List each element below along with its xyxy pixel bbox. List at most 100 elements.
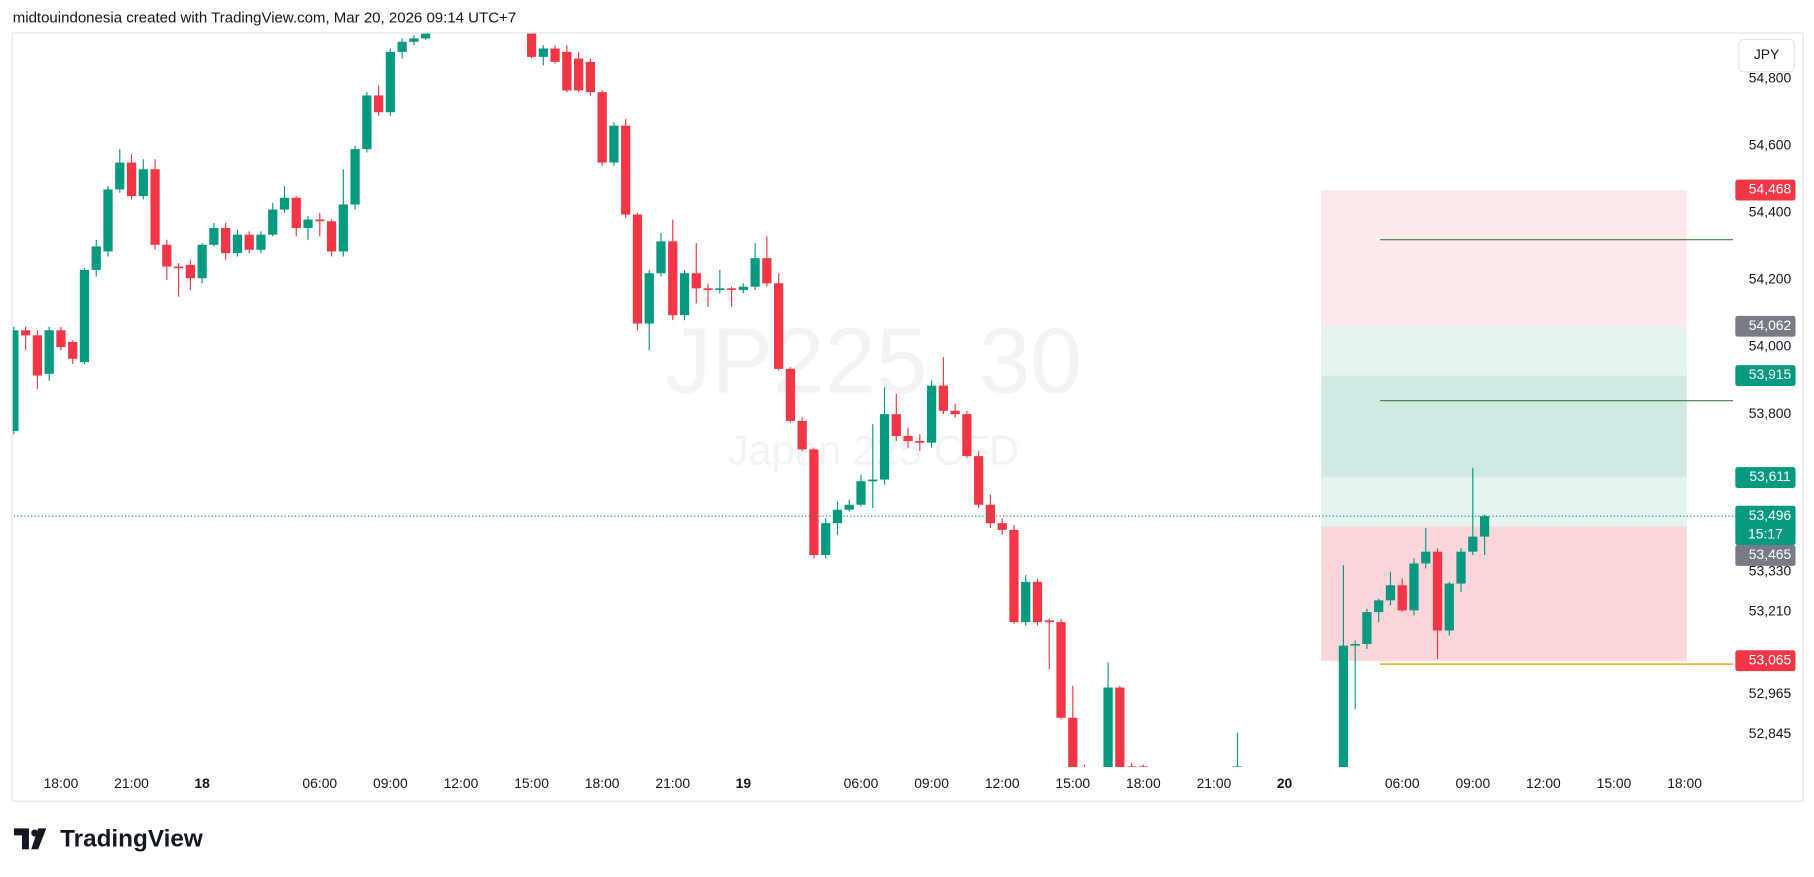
x-tick-label: 18:00: [44, 775, 79, 791]
price-label-box: [1735, 365, 1796, 386]
candle-body: [1103, 687, 1113, 768]
candle-body: [856, 481, 866, 505]
watermark: JP225, 30 Japan 225 CFD: [665, 308, 1082, 473]
zone: [1321, 477, 1687, 527]
candle-body: [103, 189, 113, 252]
logo-text: TradingView: [60, 825, 203, 852]
candle-body: [1468, 536, 1478, 552]
price-label: 53,465: [1749, 546, 1792, 562]
candle-body: [738, 286, 748, 291]
candle-body: [162, 244, 172, 267]
candle-body: [809, 449, 819, 556]
candle-body: [1080, 768, 1089, 770]
x-tick-label: 20: [1277, 775, 1293, 791]
candle-body: [21, 330, 31, 336]
candle-body: [232, 234, 243, 254]
candle-body: [244, 234, 254, 250]
candle-body: [938, 385, 948, 411]
candle-body: [1044, 620, 1054, 623]
candle-body: [703, 288, 713, 291]
candle-body: [550, 48, 560, 62]
candle-body: [609, 125, 619, 163]
price-label: 54,062: [1749, 317, 1792, 333]
candle-body: [691, 273, 701, 289]
x-tick-label: 21:00: [1197, 775, 1232, 791]
candle-body: [1409, 563, 1419, 611]
zone: [1321, 526, 1687, 661]
candle-body: [915, 440, 925, 443]
candle-body: [221, 227, 231, 254]
candle-body: [1056, 622, 1066, 718]
price-label: 53,915: [1749, 366, 1792, 382]
candle-body: [774, 283, 784, 369]
candle-body: [562, 51, 572, 91]
price-label-box: [1735, 650, 1796, 672]
y-tick-label: 54,600: [1749, 136, 1792, 152]
x-tick-label: 12:00: [444, 775, 479, 791]
candle-body: [91, 246, 101, 270]
candle-body: [679, 273, 690, 316]
zone: [1321, 375, 1687, 478]
chart-frame: [11, 32, 1804, 802]
x-tick-label: 06:00: [1385, 775, 1420, 791]
price-label-box: [1735, 467, 1796, 488]
x-tick-label: 18:00: [1667, 775, 1702, 791]
y-tick-label: 52,845: [1749, 725, 1792, 741]
candle-body: [138, 169, 148, 197]
y-tick-label: 54,000: [1749, 338, 1792, 354]
price-label: 53,065: [1749, 651, 1792, 667]
countdown: 15:17: [1748, 525, 1783, 541]
candle-body: [268, 209, 278, 235]
candle-body: [585, 61, 596, 93]
candle-body: [903, 435, 913, 441]
candle-body: [1479, 516, 1490, 537]
x-tick-label: 15:00: [514, 775, 549, 791]
candle-body: [538, 48, 548, 57]
candle-body: [1068, 717, 1078, 768]
currency-button-box[interactable]: [1738, 38, 1795, 73]
candle-body: [868, 479, 878, 482]
logo-dot: [31, 829, 39, 837]
candle-body: [68, 342, 78, 359]
candle-body: [1397, 585, 1407, 611]
candle-body: [785, 368, 796, 421]
candle-body: [962, 414, 972, 457]
candle-body: [409, 38, 419, 42]
position-tool: [1321, 190, 1734, 665]
x-tick-label: 09:00: [914, 775, 949, 791]
candle-body: [1432, 551, 1443, 631]
candle-body: [750, 258, 760, 287]
candle-body: [1456, 551, 1466, 584]
candle-body: [762, 258, 772, 284]
candle-body: [326, 221, 337, 252]
x-tick-label: 18:00: [1126, 775, 1161, 791]
zone: [1321, 190, 1687, 327]
candle-body: [385, 51, 396, 113]
y-tick-label: 53,330: [1749, 562, 1792, 578]
candle-body: [209, 227, 219, 245]
candle-body: [668, 241, 678, 316]
candle-body: [526, 33, 537, 57]
candle-body: [185, 264, 195, 279]
price-label-box: [1735, 505, 1796, 546]
candle-body: [256, 234, 266, 250]
candle-body: [1232, 766, 1243, 768]
candle-body: [397, 41, 407, 52]
price-label: 54,468: [1749, 181, 1792, 197]
candle-body: [644, 273, 654, 324]
y-tick-label: 54,800: [1749, 69, 1792, 85]
x-tick-label: 21:00: [655, 775, 690, 791]
candle-body: [303, 219, 313, 228]
y-tick-label: 54,200: [1749, 271, 1792, 287]
candle-body: [974, 456, 984, 505]
candle-body: [926, 385, 937, 443]
currency-button-label[interactable]: JPY: [1754, 46, 1779, 62]
axes: 54,800 54,600 54,400 54,200 54,000 53,800 53,3…: [44, 69, 1796, 791]
y-tick-label: 54,400: [1749, 204, 1792, 220]
x-tick-label: 15:00: [1597, 775, 1632, 791]
candle-body: [197, 244, 207, 279]
currency-button[interactable]: JPY: [1738, 38, 1795, 73]
candle-body: [621, 125, 631, 215]
